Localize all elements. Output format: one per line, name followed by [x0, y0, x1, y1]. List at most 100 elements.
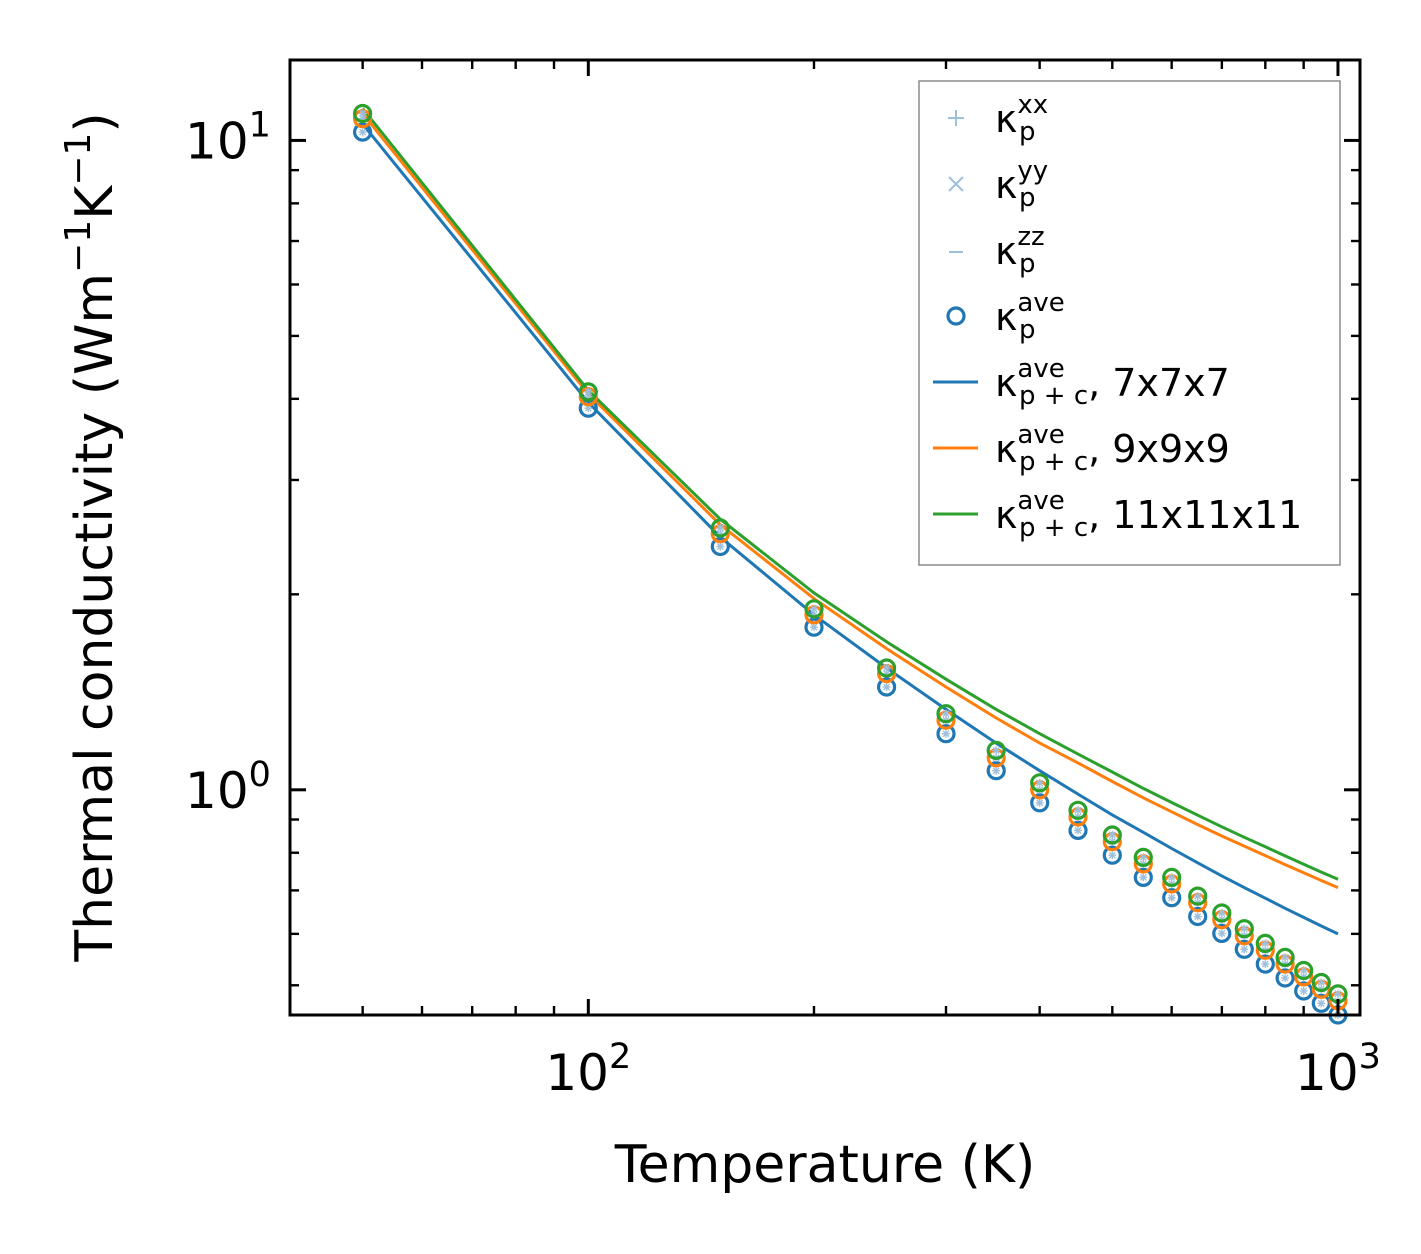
data-point	[1212, 923, 1232, 944]
legend-marker-x	[948, 176, 964, 192]
data-point-cross	[358, 128, 367, 137]
legend-label: κave p	[995, 288, 1065, 345]
data-point	[804, 617, 824, 637]
data-point	[1275, 947, 1295, 968]
series-line-1	[361, 123, 1339, 936]
data-point-cross	[1281, 974, 1290, 983]
data-point	[936, 704, 956, 724]
data-point	[1255, 954, 1275, 974]
data-point-cross	[1299, 966, 1308, 975]
data-point	[1068, 820, 1088, 841]
legend-entry: κxx p	[948, 90, 1048, 147]
data-point	[1030, 773, 1050, 793]
data-point	[1255, 933, 1275, 954]
legend-entry: κave p + c, 11x11x11	[933, 486, 1302, 543]
y-axis-label-sup1: −1	[58, 220, 99, 273]
data-point-cross	[1299, 986, 1308, 995]
data-point	[876, 677, 897, 697]
data-point-cross	[1193, 892, 1202, 901]
data-point	[936, 724, 956, 744]
data-point-cross	[1261, 939, 1270, 948]
legend-entry: κave p + c, 7x7x7	[933, 354, 1230, 411]
legend: κxx p κyy p κzz p κave p κave p + c, 7x7x7 κave p +…	[918, 80, 1341, 566]
data-point-cross	[1217, 929, 1226, 938]
x-tick-label: 102	[545, 1037, 631, 1102]
data-point	[1294, 960, 1314, 981]
data-point	[1162, 867, 1182, 888]
series-line-2	[361, 112, 1339, 889]
legend-label: κyy p	[995, 156, 1048, 213]
data-point-cross	[1035, 778, 1044, 787]
data-point-cross	[1167, 893, 1176, 902]
data-point	[1311, 972, 1331, 993]
data-point	[1068, 800, 1088, 820]
data-point	[578, 382, 598, 402]
y-axis-label: Thermal conductivity (Wm−1K−1)	[58, 112, 125, 962]
data-point-cross	[809, 623, 818, 632]
data-point	[353, 122, 373, 142]
legend-label: κave p + c, 9x9x9	[995, 420, 1230, 477]
data-point	[353, 103, 373, 124]
legend-label: κzz p	[995, 222, 1045, 279]
data-point-cross	[584, 387, 593, 396]
data-point-cross	[992, 746, 1001, 755]
data-point-cross	[716, 524, 725, 533]
data-point	[1275, 968, 1295, 988]
y-axis-label-sup2: −1	[58, 133, 99, 186]
data-point-cross	[1240, 924, 1249, 933]
data-point-cross	[358, 109, 367, 118]
data-point-cross	[358, 114, 367, 123]
plot-frame	[288, 58, 1362, 1017]
data-point	[1133, 847, 1153, 868]
data-point	[1188, 906, 1208, 927]
data-point	[710, 518, 730, 538]
data-point-cross	[941, 729, 950, 738]
data-point-cross	[882, 669, 891, 678]
data-point-cross	[1217, 909, 1226, 918]
legend-label: κave p + c, 11x11x11	[995, 486, 1302, 543]
legend-entry: κave p	[946, 288, 1065, 345]
data-point	[1102, 825, 1122, 845]
data-point-cross	[584, 404, 593, 413]
y-axis-label-main: Thermal conductivity (Wm	[65, 273, 125, 963]
data-point-cross	[716, 529, 725, 538]
data-point-cross	[809, 604, 818, 613]
data-point-cross	[1317, 978, 1326, 987]
x-tick-label: 103	[1295, 1037, 1381, 1102]
y-tick-label: 101	[185, 105, 271, 170]
data-point-cross	[1240, 945, 1249, 954]
data-point	[1188, 886, 1208, 906]
data-point	[1133, 867, 1153, 888]
data-point-cross	[1074, 806, 1082, 815]
data-point	[1234, 939, 1254, 959]
legend-entry: κyy p	[948, 156, 1048, 213]
data-point-cross	[1317, 999, 1326, 1008]
legend-entry: κzz p	[949, 222, 1045, 279]
data-point-cross	[1035, 798, 1044, 807]
data-point-cross	[882, 682, 891, 691]
data-point-cross	[809, 610, 818, 619]
data-point-cross	[1281, 953, 1290, 962]
data-point-cross	[882, 664, 891, 673]
data-point	[1162, 888, 1182, 908]
data-point-cross	[941, 709, 950, 718]
data-point	[986, 761, 1006, 781]
data-point-cross	[1108, 851, 1117, 860]
data-point-cross	[1193, 912, 1202, 921]
data-point	[986, 740, 1006, 761]
data-point-cross	[1167, 873, 1176, 882]
data-point	[710, 536, 730, 557]
data-point-cross	[1139, 853, 1148, 862]
x-axis-label: Temperature (K)	[614, 1135, 1036, 1195]
data-point-cross	[716, 542, 725, 551]
data-point-cross	[584, 392, 593, 401]
data-point-cross	[1139, 873, 1148, 882]
legend-box	[918, 80, 1341, 566]
data-point-cross	[1333, 989, 1342, 998]
y-tick-label: 100	[185, 755, 271, 820]
plot-content	[353, 103, 1348, 1025]
axis-ticks: 102 103 100 101	[185, 60, 1381, 1102]
legend-label: κave p + c, 7x7x7	[995, 354, 1230, 411]
y-axis-label-end: )	[65, 112, 125, 132]
